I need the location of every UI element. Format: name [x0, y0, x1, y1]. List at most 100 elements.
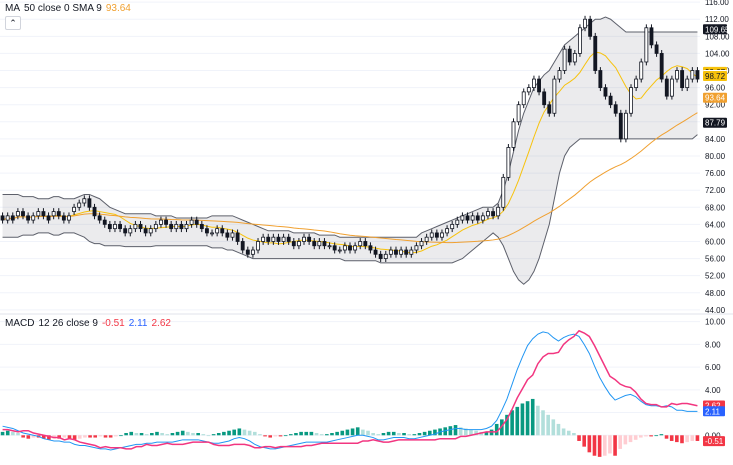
candle-body	[250, 249, 255, 255]
macd-histogram-bar	[458, 427, 463, 436]
macd-histogram-bar	[299, 431, 303, 436]
price-axis-tick: 96.00	[705, 84, 726, 93]
macd-histogram-bar	[273, 435, 278, 437]
macd-histogram-bar	[309, 431, 314, 436]
macd-histogram-bar	[582, 435, 586, 447]
price-label-bg	[703, 24, 727, 35]
ma-legend-value: 93.64	[105, 3, 131, 14]
macd-histogram-bar	[232, 429, 236, 436]
candle-body	[358, 241, 363, 247]
macd-histogram-bar	[402, 433, 406, 436]
candle-body	[394, 249, 398, 255]
candle-body	[649, 27, 654, 46]
macd-histogram-bar	[494, 423, 499, 436]
candle-body	[312, 241, 317, 247]
candle-body	[526, 87, 531, 93]
macd-histogram-bar	[16, 433, 20, 436]
candle-body	[205, 228, 209, 234]
candle-body	[61, 215, 66, 221]
macd-histogram-bar	[21, 435, 25, 438]
candle-body	[404, 249, 409, 255]
candle-body	[475, 215, 480, 221]
candle-body	[266, 236, 271, 242]
candle-body	[348, 245, 352, 251]
price-axis-tick: 48.00	[705, 289, 726, 298]
macd-histogram-bar	[278, 435, 283, 437]
candle-body	[148, 228, 153, 234]
candle-body	[680, 70, 685, 89]
candle-body	[128, 228, 133, 234]
macd-histogram-bar	[67, 435, 72, 439]
macd-histogram-bar	[355, 427, 360, 436]
candle-body	[271, 236, 276, 242]
macd-histogram-bar	[407, 434, 411, 436]
macd-histogram-bar	[350, 428, 355, 436]
macd-histogram-bar	[675, 435, 679, 443]
price-label: 98.72	[705, 72, 726, 81]
macd-histogram-bar	[464, 428, 468, 436]
macd-histogram-bar	[376, 434, 381, 436]
price-axis-tick: 68.00	[705, 203, 726, 212]
macd-histogram-bar	[319, 434, 324, 436]
macd-value-label: -0.51	[705, 437, 724, 446]
macd-histogram-bar	[664, 435, 669, 439]
candle-body	[685, 78, 690, 89]
candle-body	[414, 245, 419, 251]
candle-body	[598, 70, 603, 89]
macd-histogram-bar	[129, 431, 134, 436]
macd-histogram-bar	[566, 430, 571, 436]
macd-histogram-bar	[592, 435, 597, 456]
candle-body	[36, 211, 41, 217]
candle-body	[593, 35, 598, 71]
macd-histogram-bar	[345, 429, 350, 436]
candle-body	[547, 104, 552, 114]
macd-histogram-bar	[530, 398, 535, 436]
macd-histogram-bar	[340, 430, 345, 436]
macd-axis-tick: 4.00	[705, 386, 721, 395]
macd-histogram-bar	[227, 430, 231, 436]
price-label-bg	[703, 70, 727, 81]
macd-histogram-bar	[669, 435, 674, 441]
chevron-up-icon[interactable]: ⌃	[5, 16, 21, 30]
macd-histogram-bar	[427, 430, 432, 436]
macd-histogram-bar	[659, 434, 664, 436]
candle-body	[276, 236, 281, 242]
macd-histogram-bar	[613, 435, 617, 456]
macd-histogram-bar	[474, 430, 478, 436]
macd-histogram-bar	[294, 433, 298, 436]
macd-histogram-bar	[26, 435, 31, 439]
macd-histogram-bar	[186, 431, 190, 436]
candle-body	[429, 232, 434, 238]
macd-pane-legend: MACD 12 26 close 9 -0.51 2.11 2.62	[5, 318, 175, 329]
macd-histogram-bar	[247, 430, 252, 436]
candle-body	[5, 215, 10, 221]
macd-histogram-bar	[397, 433, 401, 436]
macd-histogram-bar	[541, 410, 545, 436]
candle-body	[184, 223, 189, 230]
candle-body	[654, 44, 659, 54]
candle-body	[322, 241, 327, 247]
candle-body	[118, 223, 123, 230]
candle-body	[399, 249, 404, 255]
candle-body	[26, 215, 31, 221]
candle-body	[465, 215, 470, 221]
candle-body	[639, 61, 644, 80]
macd-signal-line	[2, 329, 698, 450]
macd-histogram-bar	[263, 435, 267, 437]
macd-histogram-bar	[366, 430, 370, 436]
price-axis-tick: 80.00	[705, 152, 726, 161]
candle-body	[532, 78, 536, 89]
macd-histogram-bar	[448, 426, 453, 436]
macd-histogram-bar	[258, 434, 262, 436]
macd-histogram-bar	[83, 435, 87, 438]
macd-value-label-bg	[703, 436, 725, 447]
candle-body	[332, 245, 337, 251]
candle-body	[194, 219, 199, 225]
macd-histogram-bar	[196, 433, 200, 436]
candle-body	[623, 112, 628, 140]
macd-histogram-bar	[484, 431, 489, 436]
price-axis-tick: 52.00	[705, 272, 726, 281]
macd-histogram-bar	[289, 434, 293, 436]
macd-histogram-bar	[602, 435, 607, 456]
